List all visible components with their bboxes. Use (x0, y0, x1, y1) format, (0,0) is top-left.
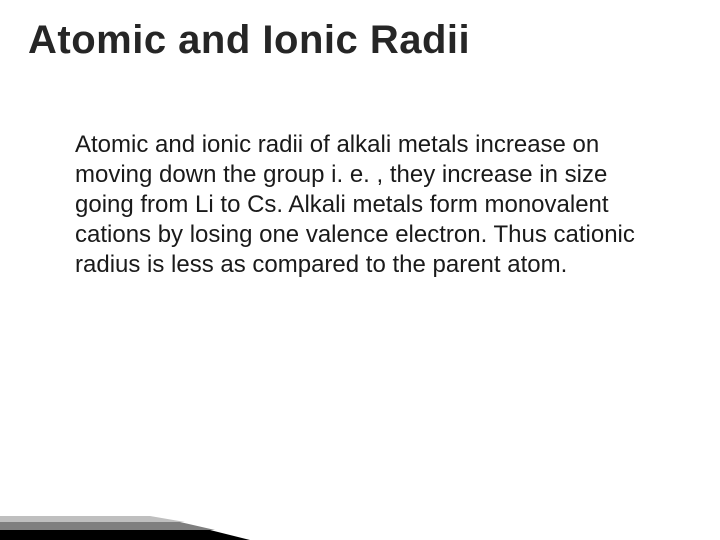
slide-title: Atomic and Ionic Radii (28, 18, 470, 63)
corner-accent (0, 500, 260, 540)
slide-body-text: Atomic and ionic radii of alkali metals … (75, 130, 635, 280)
slide: Atomic and Ionic Radii Atomic and ionic … (0, 0, 720, 540)
